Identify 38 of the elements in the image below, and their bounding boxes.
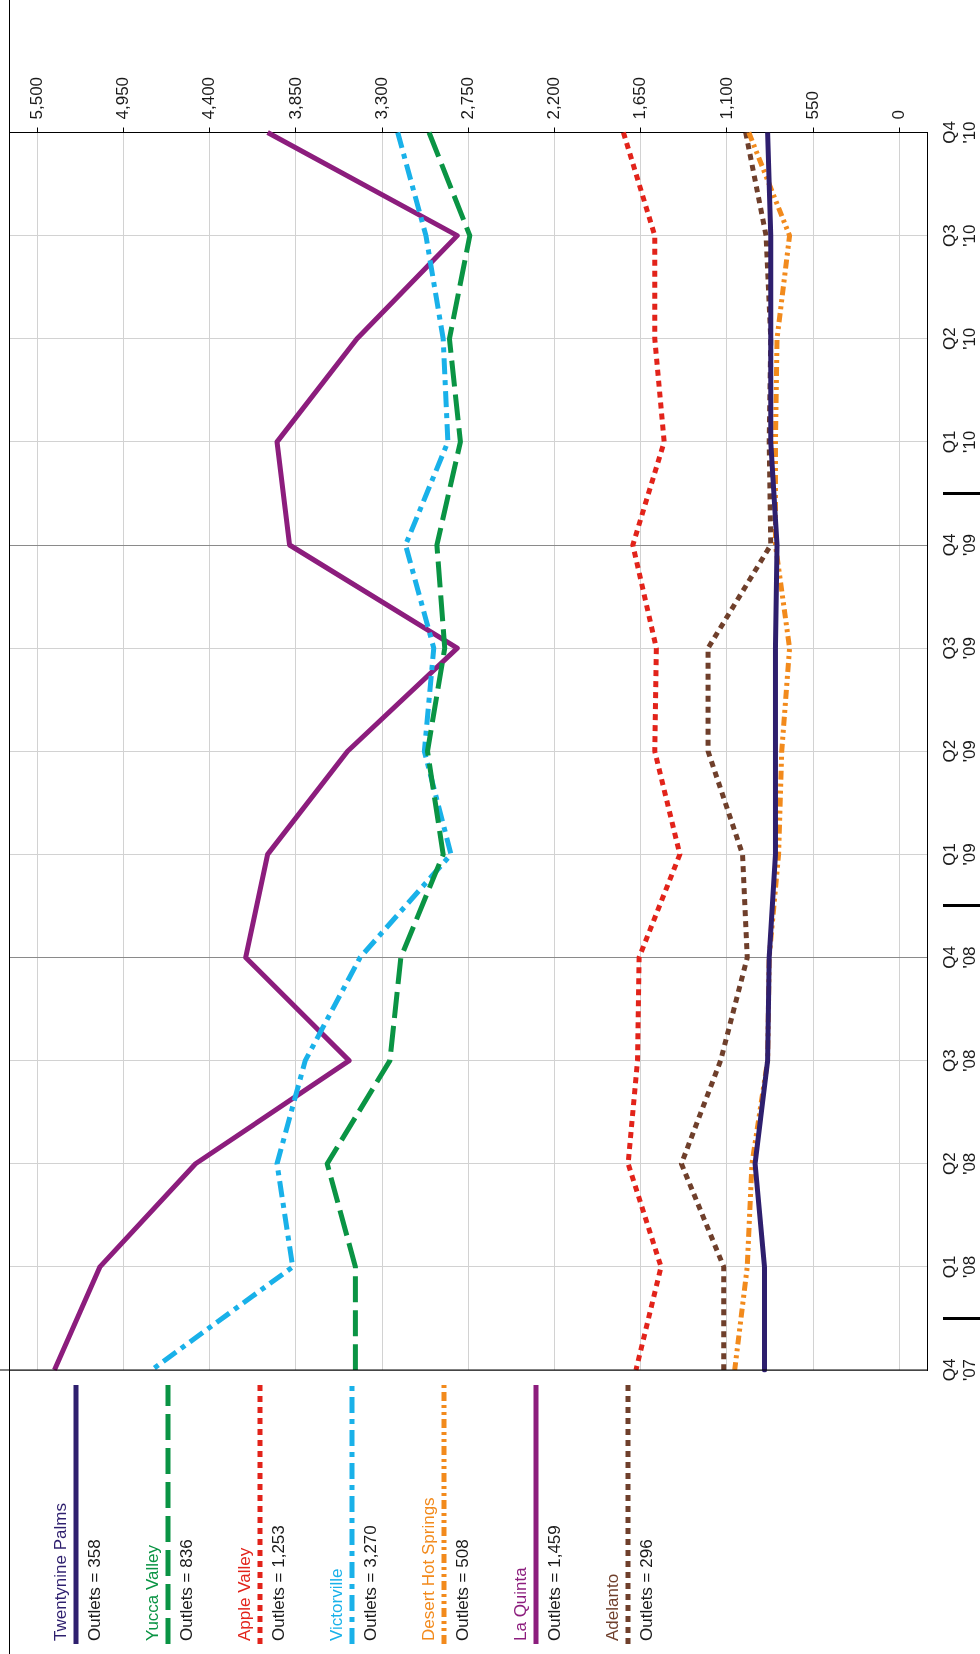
y-tick-label: Q1 '08 [940, 1255, 980, 1279]
y-tick-label: Q3 '08 [940, 1049, 980, 1072]
y-tick-label: Q4 '08 [940, 946, 980, 969]
text: Twentynine Palms [50, 1503, 70, 1641]
y-tick-label: Q3 '10 [940, 224, 980, 247]
text: La Quinta [510, 1567, 530, 1641]
x-tick-label: 4,400 [199, 76, 219, 120]
text: Outlets = 508 [452, 1539, 472, 1641]
x-tick-label: 0 [888, 110, 908, 120]
x-tick-label: 550 [802, 91, 822, 120]
x-tick-label: 3,300 [371, 76, 391, 120]
y-tick-label: Q2 '09 [940, 739, 980, 763]
x-tick-label: 1,100 [716, 76, 736, 120]
y-tick-label: Q4 '09 [940, 533, 980, 557]
text: Yucca Valley [142, 1544, 162, 1641]
y-tick-label: Q3 '09 [940, 636, 980, 660]
y-tick-label: Q1 '10 [940, 430, 980, 454]
text: Outlets = 1,253 [268, 1525, 288, 1641]
x-tick-label: 4,950 [113, 76, 133, 120]
x-tick-label: 2,200 [544, 76, 564, 120]
x-tick-label: 2,750 [457, 76, 477, 120]
y-tick-label: Q2 '08 [940, 1152, 980, 1176]
y-tick-label: Q2 '10 [940, 327, 980, 351]
text: Outlets = 3,270 [360, 1525, 380, 1641]
text: Outlets = 358 [84, 1539, 104, 1641]
text: Adelanto [602, 1573, 622, 1641]
y-tick-label: Q4 '10 [940, 121, 980, 144]
x-tick-label: 1,650 [630, 76, 650, 120]
y-tick-label: Q4 '07 [940, 1358, 980, 1382]
text: Victorville [326, 1568, 346, 1641]
x-tick-label: 3,850 [285, 76, 305, 120]
text: Desert Hot Springs [418, 1497, 438, 1641]
y-tick-label: Q1 '09 [940, 843, 980, 866]
text: Outlets = 296 [636, 1539, 656, 1641]
text: Apple Valley [234, 1547, 254, 1641]
x-tick-label: 5,500 [26, 76, 46, 120]
text: Outlets = 1,459 [544, 1525, 564, 1641]
text: Outlets = 836 [176, 1539, 196, 1641]
